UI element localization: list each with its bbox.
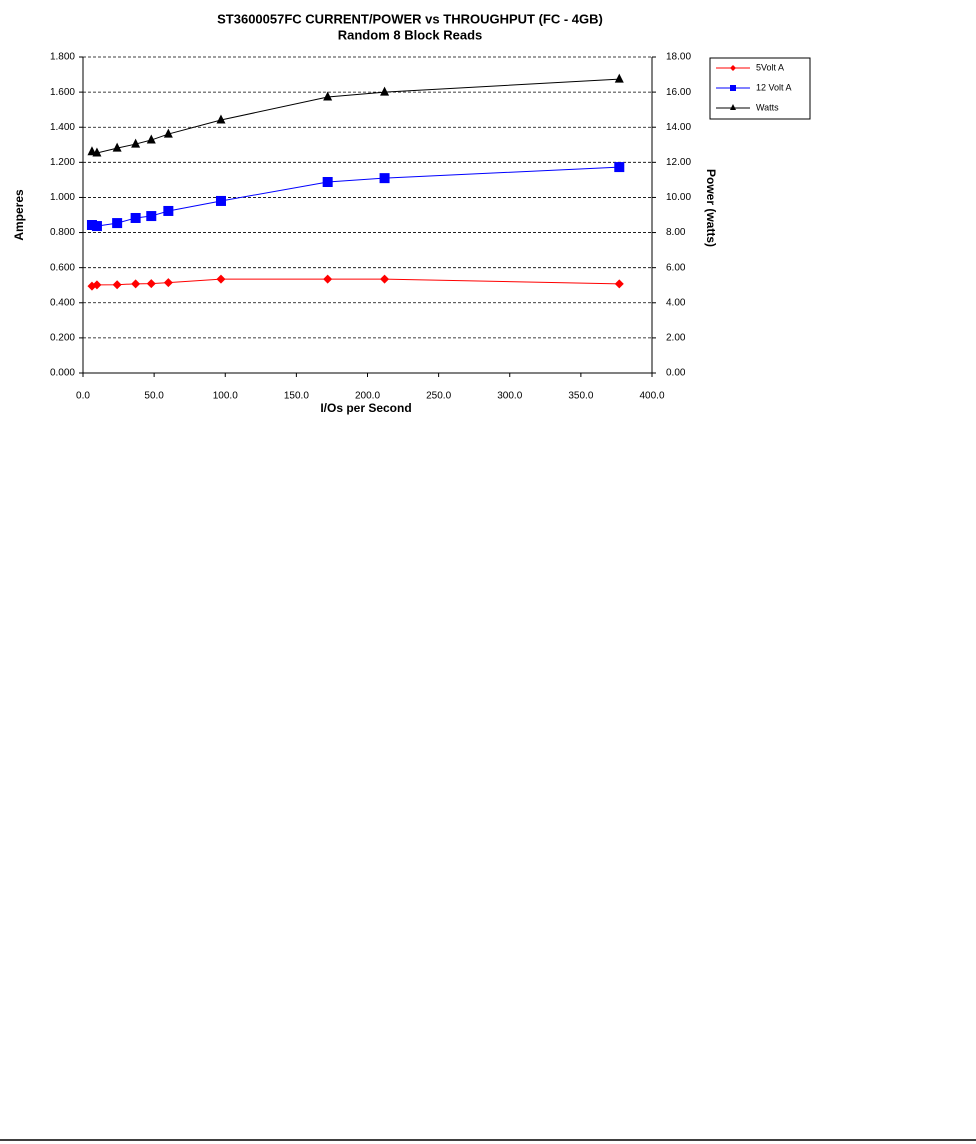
marker	[112, 142, 122, 152]
y-tick-label: 1.000	[50, 192, 75, 203]
marker	[380, 86, 390, 96]
y-tick-label: 1.200	[50, 157, 75, 168]
marker	[91, 221, 102, 232]
y-axis-title: Amperes	[12, 189, 26, 241]
y-tick-label: 1.800	[50, 52, 75, 63]
y-tick-label: 1.400	[50, 122, 75, 133]
legend-label: 12 Volt A	[756, 82, 792, 92]
y-tick-label: 0.000	[50, 368, 75, 379]
y2-tick-label: 16.00	[666, 87, 691, 98]
marker	[614, 279, 624, 289]
marker	[216, 274, 226, 284]
marker	[146, 134, 156, 144]
x-tick-label: 50.0	[144, 391, 164, 402]
y2-tick-label: 6.00	[666, 262, 686, 273]
legend-label: 5Volt A	[756, 62, 784, 72]
y2-tick-label: 10.00	[666, 192, 691, 203]
marker	[614, 73, 624, 83]
marker	[146, 211, 157, 222]
marker	[323, 274, 333, 284]
marker	[216, 114, 226, 124]
marker	[730, 65, 736, 71]
y2-tick-label: 18.00	[666, 52, 691, 63]
y2-tick-label: 14.00	[666, 122, 691, 133]
x-tick-label: 300.0	[497, 391, 522, 402]
marker	[146, 279, 156, 289]
marker	[730, 85, 736, 91]
x-tick-label: 0.0	[76, 391, 90, 402]
marker	[730, 104, 736, 110]
x-tick-label: 350.0	[568, 391, 593, 402]
marker	[130, 212, 141, 223]
legend-label: Watts	[756, 102, 779, 112]
marker	[163, 278, 173, 288]
marker	[379, 173, 390, 184]
marker	[112, 280, 122, 290]
x-tick-label: 400.0	[639, 391, 664, 402]
marker	[323, 91, 333, 101]
series-line	[91, 78, 620, 154]
marker	[614, 162, 625, 173]
x-tick-label: 100.0	[213, 391, 238, 402]
x-axis-title: I/Os per Second	[320, 401, 411, 415]
marker	[92, 147, 102, 157]
y2-tick-label: 4.00	[666, 297, 686, 308]
x-tick-label: 200.0	[355, 391, 380, 402]
y-tick-label: 0.600	[50, 262, 75, 273]
marker	[163, 128, 173, 138]
marker	[215, 195, 226, 206]
y-tick-label: 0.200	[50, 333, 75, 344]
marker	[380, 274, 390, 284]
y2-tick-label: 12.00	[666, 157, 691, 168]
marker	[131, 138, 141, 148]
y2-tick-label: 2.00	[666, 333, 686, 344]
y-tick-label: 0.800	[50, 227, 75, 238]
x-tick-label: 250.0	[426, 391, 451, 402]
y2-tick-label: 0.00	[666, 368, 686, 379]
marker	[322, 176, 333, 187]
marker	[92, 280, 102, 290]
chart-title: ST3600057FC CURRENT/POWER vs THROUGHPUT …	[217, 11, 603, 26]
series-line	[91, 278, 620, 287]
marker	[131, 279, 141, 289]
series-line	[91, 166, 620, 227]
y-tick-label: 0.400	[50, 297, 75, 308]
marker	[112, 218, 123, 229]
x-tick-label: 150.0	[284, 391, 309, 402]
chart-subtitle: Random 8 Block Reads	[338, 27, 483, 42]
y-tick-label: 1.600	[50, 87, 75, 98]
y2-tick-label: 8.00	[666, 227, 686, 238]
marker	[163, 205, 174, 216]
y2-axis-title: Power (watts)	[704, 169, 718, 247]
